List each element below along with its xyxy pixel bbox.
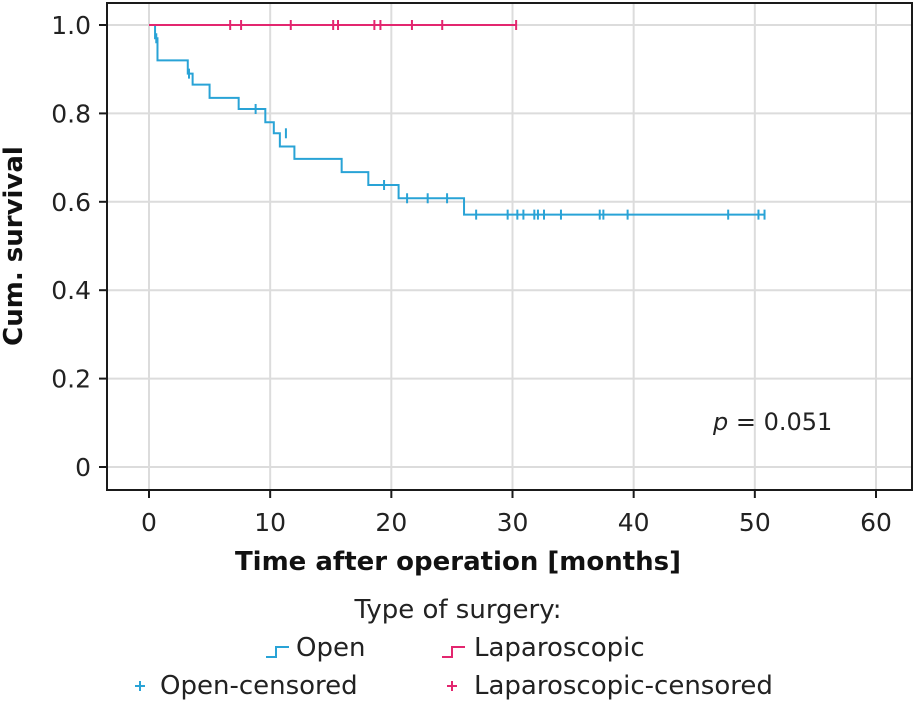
y-tick-labels: 0 0.2 0.4 0.6 0.8 1.0: [51, 11, 107, 482]
legend-open-censored-icon: [135, 681, 145, 691]
x-axis-title: Time after operation [months]: [235, 547, 681, 577]
legend-laparoscopic-censored-label: Laparoscopic-censored: [474, 671, 773, 701]
x-tick-labels: 0 10 20 30 40 50 60: [141, 490, 892, 537]
y-tick-label: 0.6: [51, 188, 91, 217]
legend-laparoscopic-label: Laparoscopic: [474, 633, 645, 663]
legend: Type of surgery: Open Laparoscopic Open-…: [135, 595, 773, 701]
y-tick-label: 0.8: [51, 99, 91, 128]
x-tick-label: 30: [497, 508, 529, 537]
x-tick-label: 50: [739, 508, 771, 537]
p-value-annotation: p = 0.051: [712, 408, 832, 436]
legend-open-line-icon: [266, 646, 289, 658]
x-tick-label: 0: [141, 508, 157, 537]
legend-title: Type of surgery:: [353, 595, 561, 625]
legend-laparoscopic-censored-icon: [447, 681, 457, 691]
p-value-text: = 0.051: [728, 408, 832, 436]
legend-open-label: Open: [296, 633, 365, 663]
open-survival-line: [149, 24, 765, 216]
x-tick-label: 60: [860, 508, 892, 537]
y-tick-label: 0.2: [51, 365, 91, 394]
plot-frame: [106, 2, 913, 491]
series-layer: [149, 20, 766, 220]
y-axis-title: Cum. survival: [0, 146, 29, 346]
x-tick-label: 40: [618, 508, 650, 537]
x-tick-label: 20: [375, 508, 407, 537]
x-tick-label: 10: [254, 508, 286, 537]
y-tick-label: 1.0: [51, 11, 91, 40]
legend-laparoscopic-line-icon: [442, 646, 465, 658]
y-tick-label: 0: [75, 453, 91, 482]
legend-open-censored-label: Open-censored: [160, 671, 358, 701]
y-tick-label: 0.4: [51, 276, 91, 305]
p-symbol: p: [712, 408, 728, 436]
